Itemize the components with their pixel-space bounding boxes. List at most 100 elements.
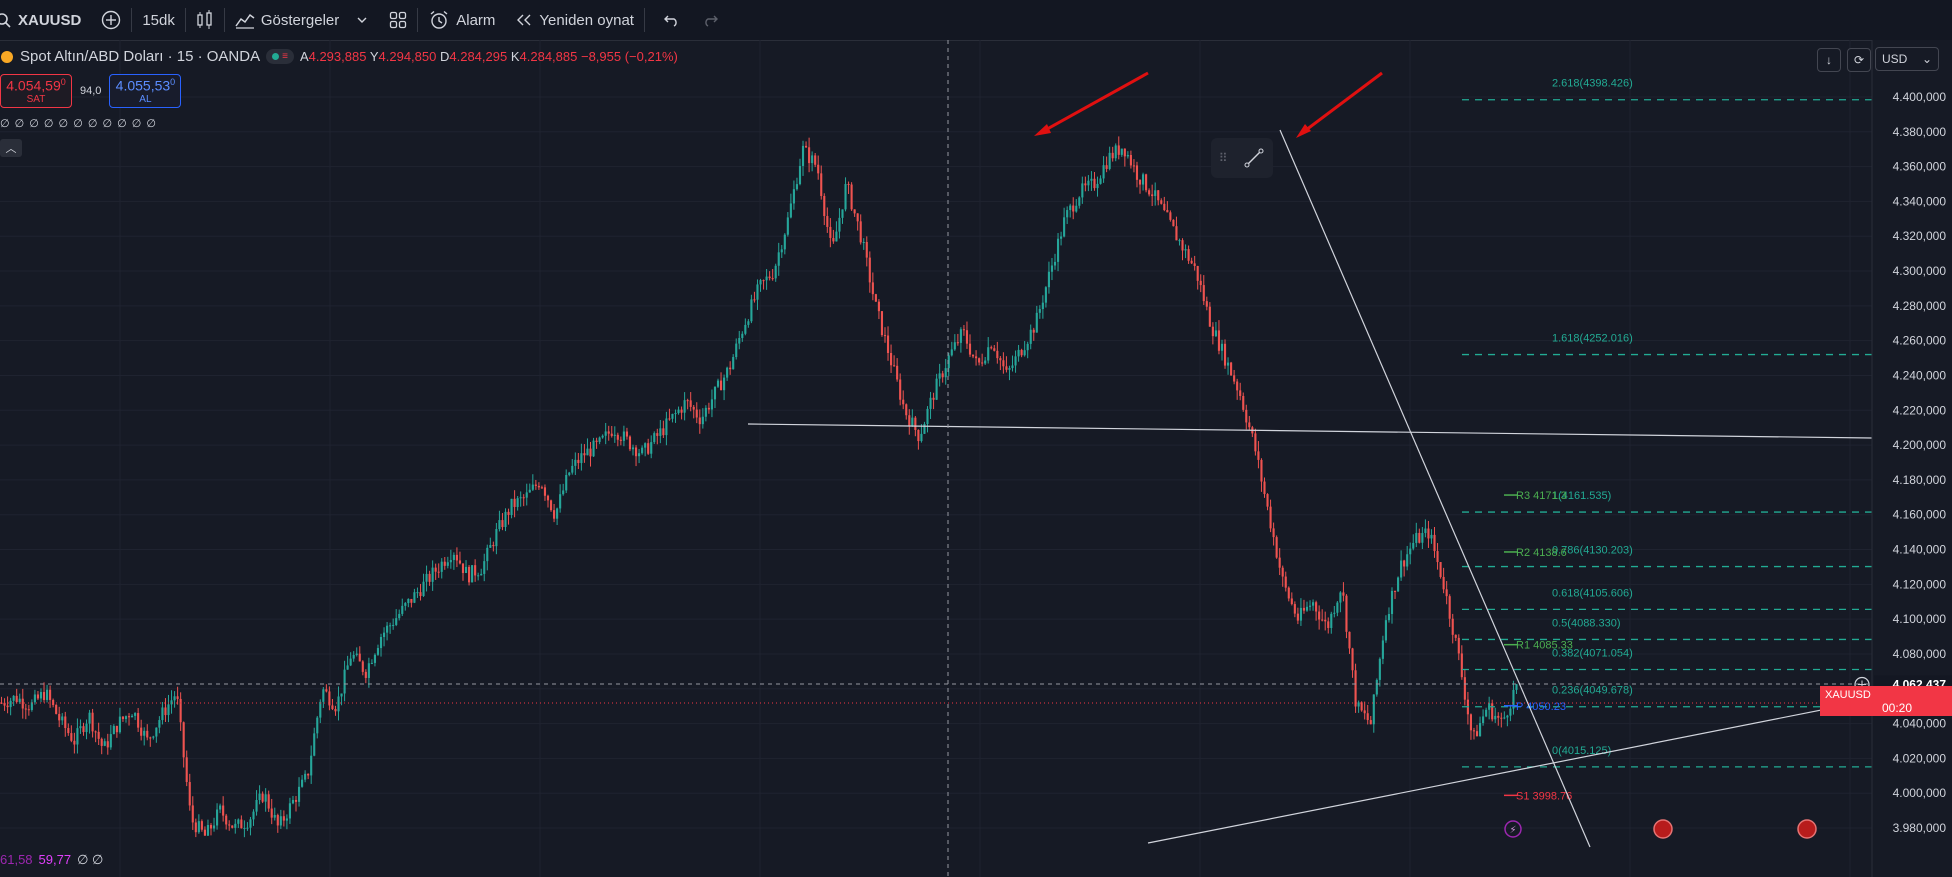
candle-body: [862, 241, 865, 243]
price-axis[interactable]: 4.400,000 4.380,000 4.360,000 4.340,000 4.32…: [0, 40, 1952, 877]
candle-body: [1041, 302, 1044, 310]
drag-handle-icon[interactable]: ⠿: [1218, 151, 1228, 165]
sell-button[interactable]: 4.054,590 SAT: [0, 74, 72, 108]
candle-body: [902, 399, 905, 405]
scroll-down-button[interactable]: ↓: [1817, 48, 1841, 72]
candle-body: [911, 417, 914, 427]
candle-body: [1093, 178, 1096, 189]
candle-body: [1035, 312, 1038, 333]
candle-body: [1214, 330, 1217, 337]
chart-type-button[interactable]: [186, 0, 224, 40]
chart-area[interactable]: 2.618(4398.426) 1.618(4252.016) 1(4161.535…: [0, 40, 1952, 877]
arrow-left[interactable]: [1039, 71, 1149, 135]
us-flag-icon[interactable]: [1653, 819, 1673, 839]
candle-body: [352, 654, 355, 659]
candle-body: [70, 733, 73, 741]
candle-body: [1190, 260, 1193, 264]
candle-body: [1217, 330, 1221, 351]
candle-body: [856, 213, 859, 222]
candle-body: [1378, 658, 1381, 680]
ascending-trend-line[interactable]: [1147, 699, 1873, 844]
symbol-search[interactable]: XAUUSD: [0, 0, 91, 40]
bottom-indicator-values: 61,58 59,77 ∅ ∅: [0, 852, 103, 868]
candle-body: [1497, 715, 1500, 718]
candle-body: [883, 335, 887, 337]
status-pill[interactable]: ≡: [266, 49, 294, 64]
price-tick-label: 4.400,000: [1893, 90, 1947, 104]
candle-body: [1066, 210, 1069, 218]
candle-body: [686, 400, 689, 402]
interval-button[interactable]: 15dk: [132, 0, 185, 40]
candle-body: [1205, 301, 1208, 307]
high-label: Y: [369, 49, 379, 64]
candle-body: [923, 423, 926, 434]
collapse-legend-button[interactable]: ︿: [0, 139, 22, 157]
horizontal-trend-line[interactable]: [747, 423, 1873, 439]
candle-body: [1491, 703, 1494, 720]
us-flag-icon[interactable]: [1797, 819, 1817, 839]
buy-button[interactable]: 4.055,530 AL: [109, 74, 182, 108]
reset-view-button[interactable]: ⟳: [1847, 48, 1871, 72]
candle-body: [340, 693, 343, 697]
candle-body: [1342, 592, 1345, 596]
candle-body: [1348, 631, 1351, 649]
drawing-toolbar[interactable]: ⠿: [1211, 138, 1273, 178]
candle-body: [1175, 226, 1178, 241]
candle-body: [61, 716, 64, 721]
quote-panel: 4.054,590 SAT 94,0 4.055,530 AL: [0, 74, 182, 108]
trend-line-tool-icon[interactable]: [1243, 147, 1265, 169]
candle-body: [1011, 365, 1014, 369]
candle-body: [127, 716, 131, 718]
market-status-icon: ≡: [282, 51, 288, 62]
arrow-right[interactable]: [1301, 71, 1383, 135]
candle-body: [680, 409, 683, 413]
candle-body: [1154, 190, 1157, 197]
candle-body: [814, 155, 817, 165]
candle-body: [416, 592, 419, 594]
candle-body: [252, 811, 255, 820]
descending-trend-line[interactable]: [1279, 129, 1591, 848]
indicators-button[interactable]: Göstergeler: [225, 0, 379, 40]
price-tick-label: 4.380,000: [1893, 125, 1947, 139]
candle-body: [577, 459, 580, 464]
chevron-down-icon: [357, 17, 367, 23]
event-marker-lightning[interactable]: [1504, 820, 1522, 838]
candle-body: [42, 692, 46, 700]
layouts-button[interactable]: [379, 0, 417, 40]
candle-body: [1005, 366, 1008, 370]
currency-select[interactable]: USD ⌄: [1875, 47, 1939, 71]
candle-body: [73, 740, 76, 745]
candle-body: [938, 373, 941, 379]
candle-body: [431, 567, 434, 582]
symbol-title[interactable]: Spot Altın/ABD Doları · 15 · OANDA: [20, 48, 261, 65]
candle-body: [173, 696, 176, 701]
candle-body: [1172, 219, 1175, 227]
candle-body: [288, 803, 292, 819]
candle-body: [1248, 422, 1251, 428]
candle-body: [15, 695, 18, 702]
candle-body: [716, 380, 720, 387]
price-chart[interactable]: 2.618(4398.426) 1.618(4252.016) 1(4161.535…: [0, 40, 1952, 877]
candle-body: [850, 184, 853, 210]
candle-body: [1141, 174, 1145, 185]
alarm-button[interactable]: Alarm: [418, 0, 505, 40]
undo-button[interactable]: [645, 0, 691, 40]
candle-body: [301, 779, 304, 787]
candle-body: [701, 416, 704, 425]
candle-body: [267, 794, 270, 809]
candle-body: [322, 689, 325, 702]
candle-body: [659, 428, 662, 436]
redo-button[interactable]: [691, 0, 729, 40]
replay-button[interactable]: Yeniden oynat: [505, 0, 644, 40]
candle-body: [477, 575, 480, 577]
candle-body: [647, 443, 650, 454]
fib-level-label: 2.618(4398.426): [1552, 78, 1633, 90]
candle-body: [1400, 560, 1403, 578]
add-symbol-button[interactable]: [91, 0, 131, 40]
candle-body: [45, 689, 49, 700]
candle-body: [1157, 190, 1160, 201]
candle-body: [121, 716, 125, 719]
candle-body: [817, 164, 820, 174]
bar-countdown: 00:20: [1882, 701, 1912, 715]
candle-body: [877, 301, 880, 312]
